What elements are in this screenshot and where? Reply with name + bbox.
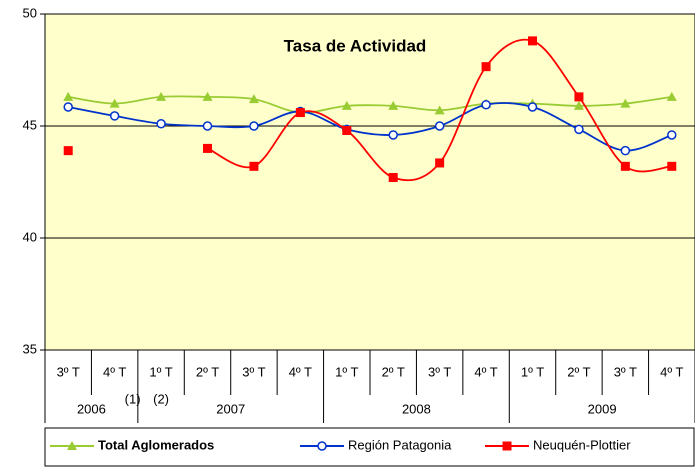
marker	[620, 98, 631, 108]
marker	[667, 161, 677, 171]
marker	[341, 100, 352, 110]
legend-label: Total Aglomerados	[98, 437, 214, 452]
marker	[388, 173, 398, 183]
y-tick-label: 40	[23, 229, 37, 244]
x-tick-label: 3º T	[428, 364, 451, 379]
marker	[63, 102, 73, 112]
marker	[156, 91, 167, 101]
year-label: 2006	[77, 401, 106, 416]
annotation: (1)	[125, 391, 141, 406]
x-tick-label: 4º T	[103, 364, 126, 379]
legend	[44, 427, 695, 467]
x-tick-label: 3º T	[242, 364, 265, 379]
marker	[248, 94, 259, 104]
marker	[666, 91, 677, 101]
marker	[481, 99, 491, 110]
legend-label: Región Patagonia	[348, 437, 452, 452]
x-tick-label: 1º T	[521, 364, 544, 379]
legend-label: Neuquén-Plottier	[533, 437, 631, 452]
marker	[528, 36, 537, 46]
marker	[342, 125, 352, 135]
marker	[202, 91, 213, 101]
marker	[202, 121, 213, 131]
marker	[620, 161, 630, 171]
marker	[388, 130, 398, 140]
x-tick-label: 4º T	[474, 364, 497, 379]
marker	[249, 121, 259, 131]
marker	[434, 121, 445, 131]
annotation: (2)	[153, 391, 169, 406]
marker	[527, 102, 538, 112]
x-tick-label: 3º T	[614, 364, 637, 379]
x-tick-label: 2º T	[567, 364, 590, 379]
y-tick-label: 45	[23, 117, 37, 132]
year-label: 2008	[402, 401, 431, 416]
chart-title: Tasa de Actividad	[284, 36, 427, 55]
x-tick-label: 3º T	[57, 364, 80, 379]
marker	[63, 146, 73, 156]
year-label: 2009	[588, 401, 617, 416]
marker	[435, 158, 445, 168]
marker	[295, 108, 305, 118]
x-tick-label: 4º T	[289, 364, 312, 379]
x-tick-label: 1º T	[149, 364, 172, 379]
marker	[156, 119, 166, 129]
marker	[573, 100, 584, 110]
marker	[434, 105, 445, 115]
marker	[249, 161, 259, 171]
marker	[67, 441, 77, 450]
marker	[620, 145, 631, 156]
x-tick-label: 1º T	[335, 364, 358, 379]
marker	[502, 441, 512, 451]
marker	[388, 100, 399, 110]
marker	[109, 111, 120, 121]
series-line	[68, 95, 672, 114]
y-tick-label: 50	[23, 5, 37, 20]
marker	[109, 98, 120, 108]
series-line	[207, 38, 672, 182]
marker	[574, 124, 584, 135]
marker	[667, 130, 677, 140]
marker	[63, 91, 74, 101]
y-tick-label: 35	[23, 341, 37, 356]
marker	[203, 143, 212, 153]
marker	[481, 62, 491, 72]
x-tick-label: 2º T	[196, 364, 219, 379]
plot-area	[44, 13, 695, 351]
x-tick-label: 2º T	[382, 364, 405, 379]
marker	[574, 92, 584, 102]
year-label: 2007	[216, 401, 245, 416]
marker	[317, 441, 327, 451]
x-tick-label: 4º T	[660, 364, 683, 379]
